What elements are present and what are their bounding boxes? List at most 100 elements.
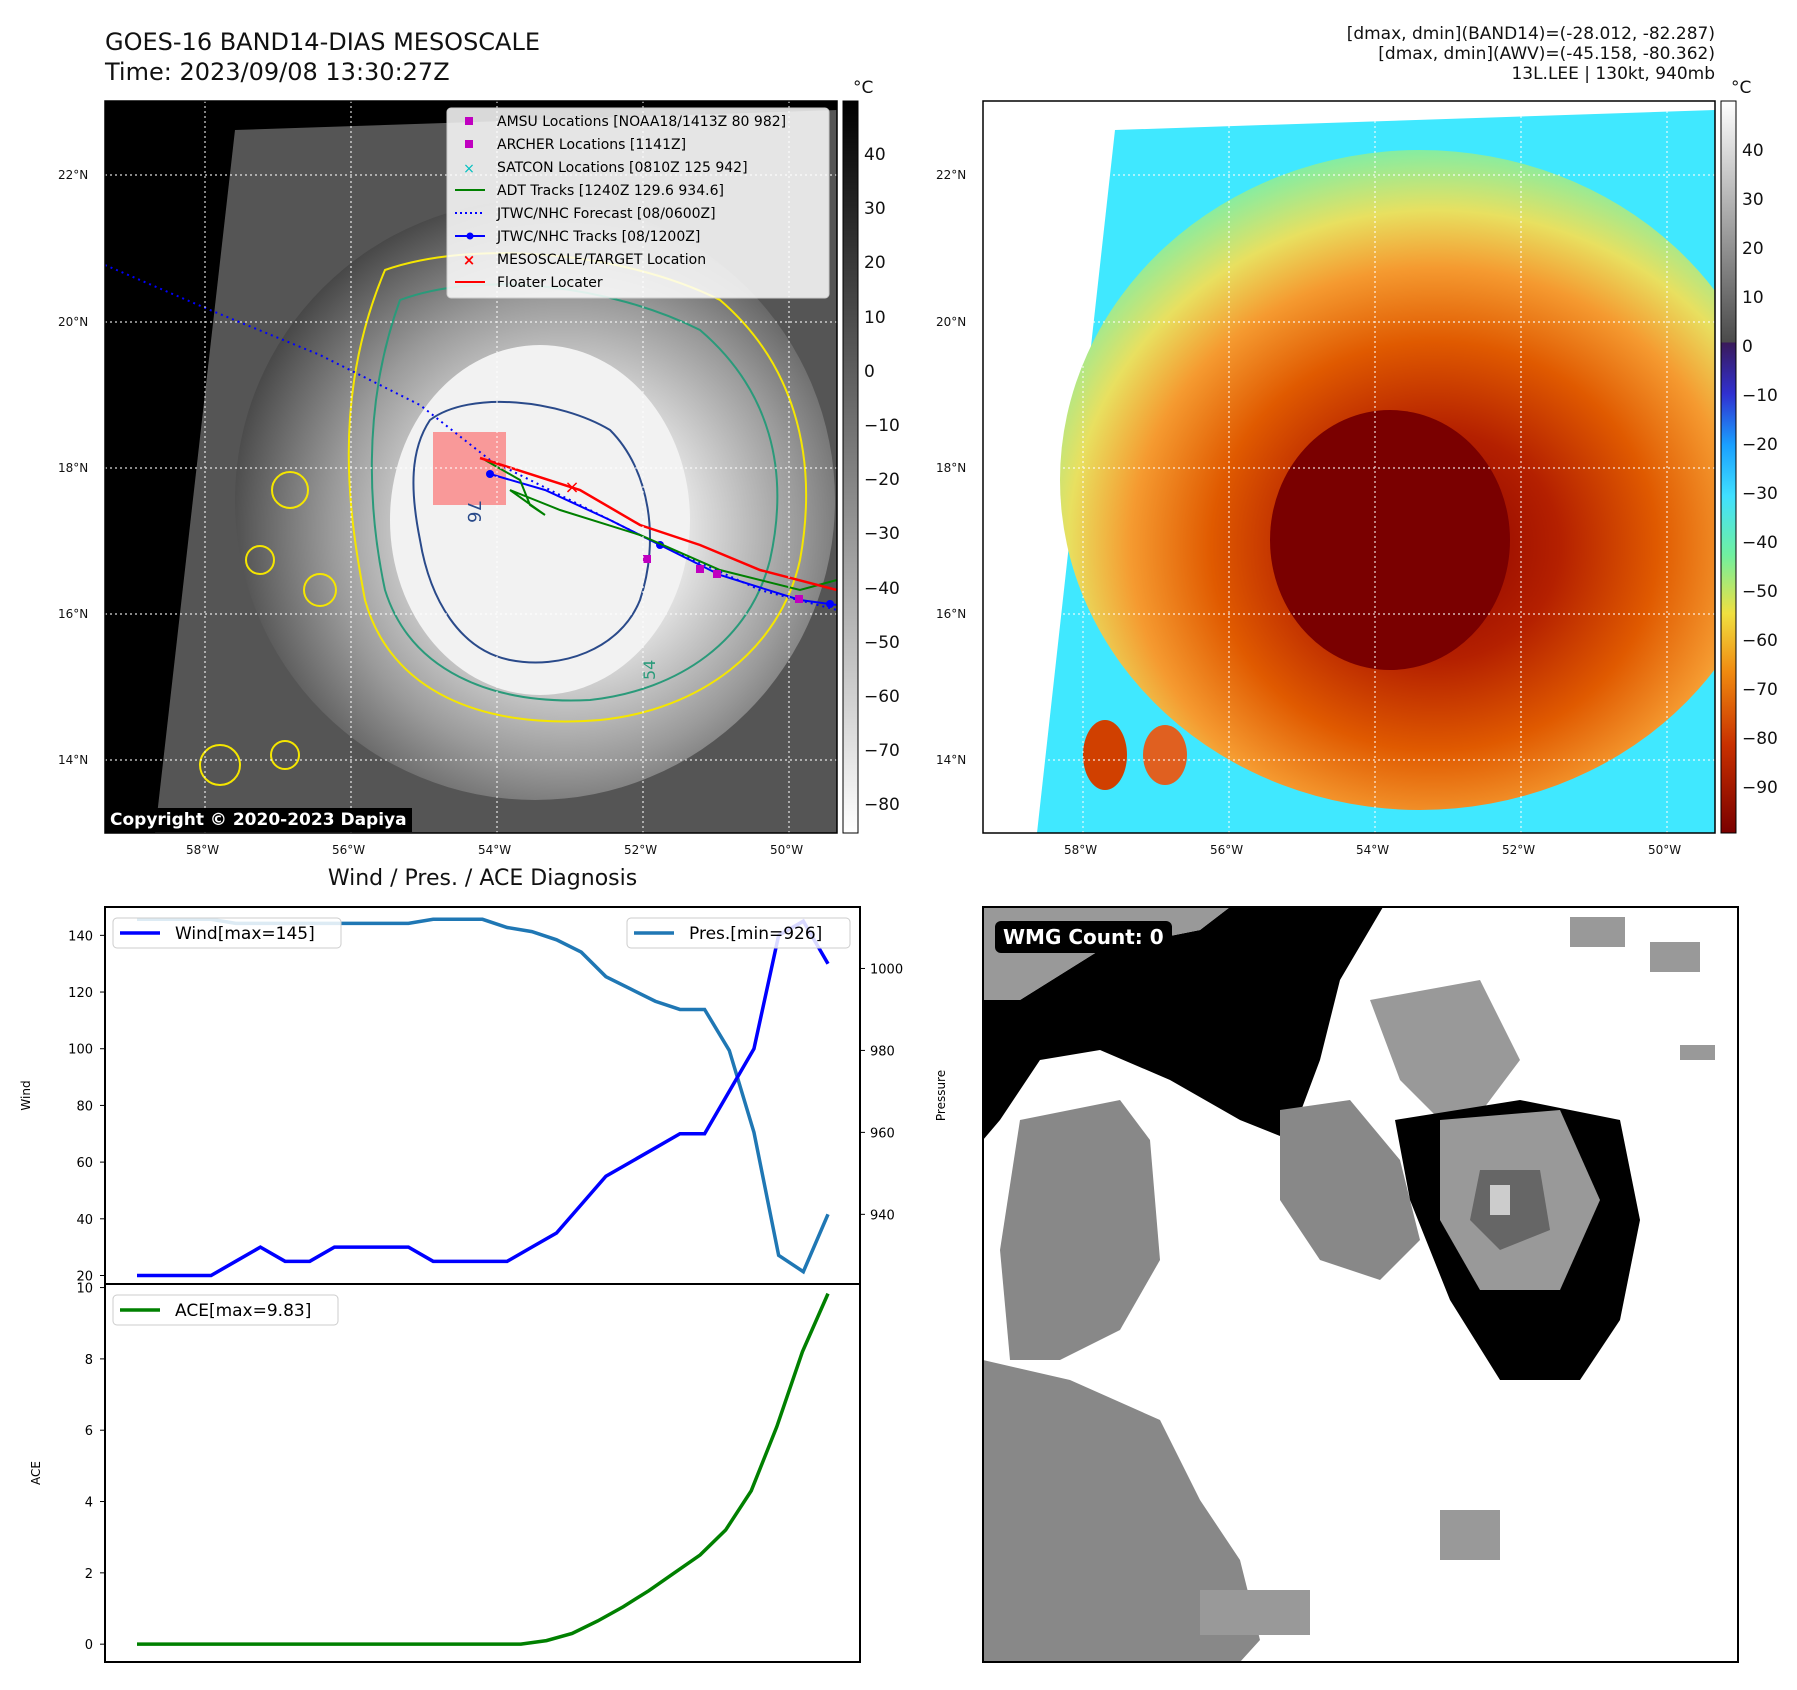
pressure-axis-label: Pressure — [934, 1070, 948, 1121]
ace-axes — [104, 1283, 861, 1663]
wind-legend-box — [112, 917, 342, 949]
lat-label-16n: 16°N — [58, 607, 89, 621]
lon-label-58w: 58°W — [186, 843, 220, 857]
colorbar-tick: 30 — [1742, 190, 1764, 210]
legend-target: MESOSCALE/TARGET Location — [497, 252, 706, 268]
r-lat-label-22n: 22°N — [936, 168, 967, 182]
legend-forecast: JTWC/NHC Forecast [08/0600Z] — [496, 206, 716, 222]
pres-legend-box — [626, 917, 851, 949]
wind-tick-label: 100 — [68, 1043, 93, 1058]
colorbar-awv — [1720, 100, 1737, 834]
awv-map — [983, 101, 1715, 833]
r-lon-label-58w: 58°W — [1064, 843, 1098, 857]
colorbar-tick: −90 — [1742, 778, 1778, 798]
wind-tick-label: 140 — [68, 929, 93, 944]
legend-satcon: SATCON Locations [0810Z 125 942] — [497, 160, 748, 176]
colorbar-tick: −60 — [864, 687, 900, 707]
lon-label-54w: 54°W — [478, 843, 512, 857]
legend-archer: ARCHER Locations [1141Z] — [497, 137, 686, 153]
wind-tick-label: 60 — [76, 1156, 93, 1171]
legend-target-marker: × — [463, 251, 476, 269]
pres-tick-label: 1000 — [870, 962, 903, 977]
legend-adt: ADT Tracks [1240Z 129.6 934.6] — [497, 183, 724, 199]
pres-tick-label: 960 — [870, 1126, 895, 1141]
contour-label-76: 76 — [463, 500, 484, 523]
colorbar-tick: −50 — [1742, 582, 1778, 602]
wind-tick-label: 80 — [76, 1099, 93, 1114]
colorbar-tick: 30 — [864, 199, 886, 220]
legend-amsu-marker — [465, 117, 473, 125]
wind-pres-axes — [104, 906, 861, 1285]
wind-tick-label: 40 — [76, 1213, 93, 1228]
colorbar-tick: −20 — [1742, 435, 1778, 455]
colorbar-tick: −10 — [864, 416, 900, 436]
ace-tick-label: 8 — [85, 1353, 93, 1368]
lat-label-22n: 22°N — [58, 168, 89, 182]
colorbar-band14 — [842, 100, 859, 834]
colorbar-right-unit: °C — [1731, 78, 1752, 98]
map-legend: AMSU Locations [NOAA18/1413Z 80 982] ARC… — [446, 107, 830, 299]
colorbar-left-unit: °C — [853, 78, 874, 98]
colorbar-tick: −60 — [1742, 631, 1778, 651]
r-lat-label-14n: 14°N — [936, 753, 967, 767]
lon-label-52w: 52°W — [624, 843, 658, 857]
colorbar-tick: 10 — [1742, 288, 1764, 308]
colorbar-tick: −40 — [1742, 533, 1778, 553]
ace-line — [137, 1292, 830, 1646]
lat-label-18n: 18°N — [58, 461, 89, 475]
colorbar-tick: −70 — [864, 741, 900, 762]
wind-tick-label: 120 — [68, 986, 93, 1001]
ace-tick-label: 4 — [85, 1496, 93, 1511]
legend-amsu: AMSU Locations [NOAA18/1413Z 80 982] — [497, 114, 786, 130]
lat-label-14n: 14°N — [58, 753, 89, 767]
colorbar-tick: −80 — [1742, 729, 1778, 749]
r-lon-label-56w: 56°W — [1210, 843, 1244, 857]
ace-tick-label: 10 — [76, 1282, 93, 1297]
legend-floater: Floater Locater — [497, 275, 603, 291]
colorbar-tick: −30 — [864, 524, 900, 545]
r-lon-label-50w: 50°W — [1648, 843, 1682, 857]
colorbar-tick: −40 — [864, 578, 900, 599]
colorbar-tick: −30 — [1742, 484, 1778, 504]
wind-tick-label: 20 — [76, 1269, 93, 1284]
wind-legend-label: Wind[max=145] — [175, 924, 315, 944]
colorbar-tick: 0 — [1742, 337, 1753, 357]
figure-time: Time: 2023/09/08 13:30:27Z — [105, 58, 450, 86]
svg-text:×: × — [564, 477, 579, 498]
colorbar-tick: −20 — [864, 470, 900, 491]
ace-tick-label: 6 — [85, 1424, 93, 1439]
ace-tick-label: 2 — [85, 1567, 93, 1582]
legend-track: JTWC/NHC Tracks [08/1200Z] — [496, 229, 700, 245]
band14-range: [dmax, dmin](BAND14)=(-28.012, -82.287) — [1346, 24, 1715, 44]
colorbar-tick: 40 — [1742, 141, 1764, 161]
colorbar-tick: −10 — [1742, 386, 1778, 406]
copyright-badge: Copyright © 2020-2023 Dapiya — [105, 808, 412, 832]
lon-label-56w: 56°W — [332, 843, 366, 857]
storm-info: 13L.LEE | 130kt, 940mb — [1511, 64, 1715, 84]
ace-legend-box — [112, 1294, 339, 1326]
colorbar-tick: −80 — [864, 795, 900, 816]
r-lat-label-20n: 20°N — [936, 315, 967, 329]
ace-axis-label: ACE — [29, 1461, 43, 1485]
lon-label-50w: 50°W — [770, 843, 804, 857]
awv-range: [dmax, dmin](AWV)=(-45.158, -80.362) — [1378, 44, 1715, 64]
colorbar-tick: −50 — [864, 632, 900, 653]
legend-archer-marker — [465, 140, 473, 148]
wind-line — [137, 918, 830, 1278]
ace-legend-label: ACE[max=9.83] — [175, 1301, 311, 1321]
r-lat-label-16n: 16°N — [936, 607, 967, 621]
colorbar-tick: 0 — [864, 361, 875, 382]
pres-tick-label: 980 — [870, 1044, 895, 1059]
pres-tick-label: 940 — [870, 1208, 895, 1223]
r-lat-label-18n: 18°N — [936, 461, 967, 475]
r-lon-label-54w: 54°W — [1356, 843, 1390, 857]
ace-tick-label: 0 — [85, 1638, 93, 1653]
colorbar-tick: 20 — [1742, 239, 1764, 259]
colorbar-tick: 20 — [864, 253, 886, 274]
contour-label-54: 54 — [640, 660, 659, 680]
r-lon-label-52w: 52°W — [1502, 843, 1536, 857]
figure-title: GOES-16 BAND14-DIAS MESOSCALE — [105, 28, 541, 56]
colorbar-tick: −70 — [1742, 680, 1778, 700]
wmg-count-badge: WMG Count: 0 — [995, 921, 1172, 953]
